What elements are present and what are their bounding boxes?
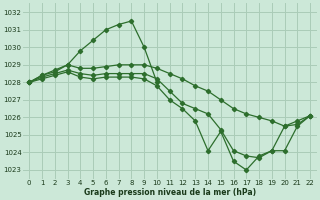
X-axis label: Graphe pression niveau de la mer (hPa): Graphe pression niveau de la mer (hPa)	[84, 188, 256, 197]
